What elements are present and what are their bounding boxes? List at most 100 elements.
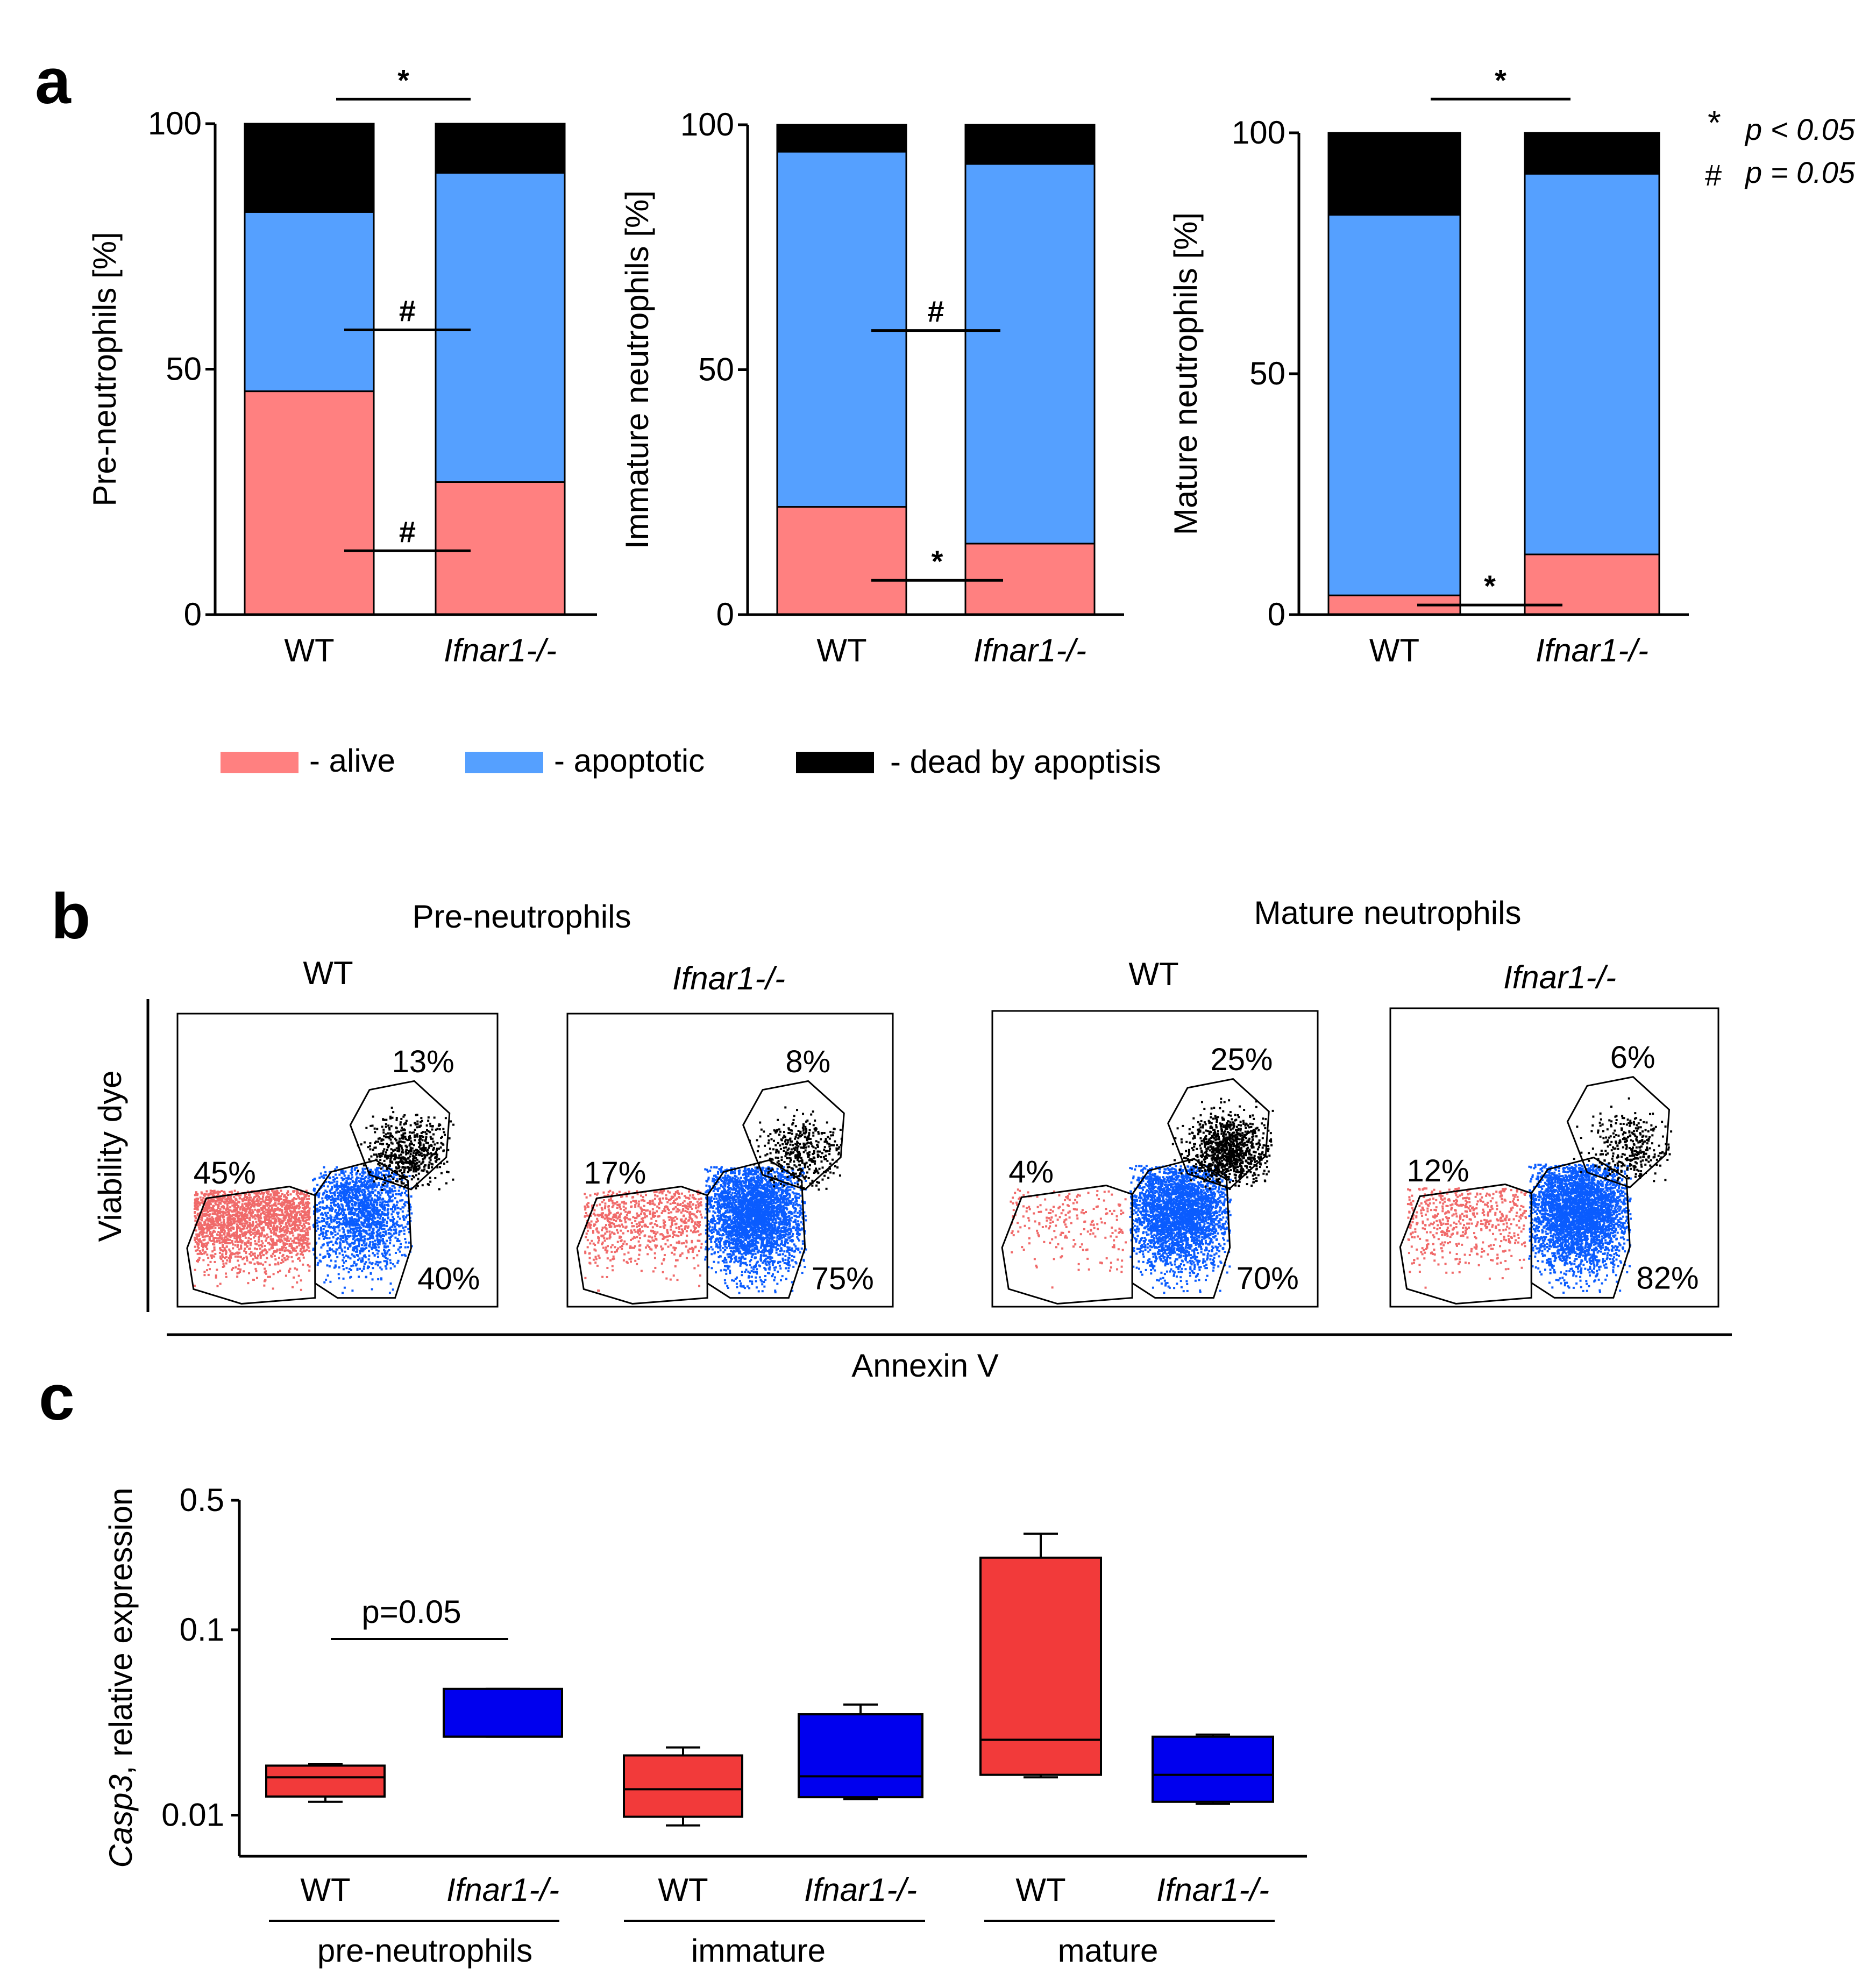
dot-apoptotic — [351, 1179, 354, 1182]
dot-alive — [255, 1224, 258, 1227]
dot-alive — [282, 1260, 285, 1263]
dot-apoptotic — [359, 1185, 361, 1188]
dot-alive — [240, 1244, 243, 1247]
dot-apoptotic — [322, 1256, 325, 1259]
dot-alive — [291, 1286, 294, 1288]
dot-alive — [230, 1256, 232, 1259]
dot-alive — [611, 1244, 614, 1246]
dot-apoptotic — [344, 1217, 346, 1220]
dot-alive — [281, 1228, 283, 1230]
dot-dead — [428, 1144, 431, 1147]
dot-alive — [238, 1218, 241, 1221]
dot-alive — [295, 1214, 298, 1216]
dot-alive — [286, 1231, 288, 1234]
dot-alive — [604, 1232, 607, 1235]
dot-apoptotic — [396, 1201, 399, 1204]
dot-apoptotic — [371, 1241, 374, 1243]
dot-apoptotic — [372, 1192, 374, 1194]
dot-alive — [207, 1211, 210, 1214]
dot-alive — [278, 1238, 281, 1241]
dot-alive — [250, 1234, 252, 1236]
dot-alive — [210, 1220, 212, 1223]
dot-apoptotic — [364, 1238, 366, 1241]
dot-alive — [286, 1204, 289, 1207]
dot-apoptotic — [402, 1217, 405, 1220]
dot-alive — [267, 1242, 269, 1244]
dot-apoptotic — [331, 1186, 333, 1188]
dot-alive — [252, 1221, 254, 1223]
dot-alive — [268, 1197, 271, 1200]
dot-alive — [209, 1218, 211, 1221]
dot-alive — [264, 1249, 266, 1251]
dot-dead — [435, 1156, 438, 1158]
dot-alive — [200, 1212, 203, 1215]
dot-alive — [254, 1234, 257, 1237]
dot-alive — [267, 1202, 269, 1205]
dot-alive — [694, 1207, 697, 1209]
dot-dead — [431, 1125, 434, 1128]
dot-apoptotic — [317, 1216, 320, 1219]
dot-alive — [235, 1204, 238, 1207]
dot-dead — [428, 1146, 430, 1149]
dot-alive — [196, 1206, 199, 1209]
dot-alive — [226, 1217, 229, 1220]
dot-alive — [259, 1198, 262, 1200]
dot-alive — [251, 1229, 254, 1232]
dot-alive — [196, 1245, 199, 1248]
dot-dead — [395, 1117, 398, 1120]
dot-dead — [413, 1144, 415, 1146]
dot-apoptotic — [347, 1185, 350, 1188]
dot-apoptotic — [318, 1194, 321, 1197]
dot-dead — [388, 1128, 391, 1131]
dot-alive — [266, 1205, 269, 1207]
dot-alive — [665, 1194, 667, 1196]
dot-alive — [211, 1190, 214, 1193]
dot-dead — [388, 1164, 391, 1166]
dot-alive — [301, 1224, 304, 1227]
dot-alive — [597, 1236, 600, 1238]
dot-apoptotic — [371, 1188, 374, 1191]
dot-alive — [216, 1269, 218, 1271]
dot-alive — [202, 1244, 205, 1246]
dot-alive — [239, 1212, 242, 1214]
dot-alive — [297, 1274, 300, 1277]
dot-alive — [634, 1220, 637, 1222]
dot-apoptotic — [326, 1198, 329, 1201]
dot-alive — [222, 1224, 225, 1227]
dot-alive — [255, 1277, 258, 1279]
dot-dead — [432, 1133, 435, 1136]
dot-alive — [198, 1224, 201, 1227]
dot-dead — [432, 1140, 435, 1143]
dot-alive — [205, 1269, 208, 1272]
dot-dead — [443, 1162, 445, 1165]
dot-apoptotic — [337, 1237, 339, 1239]
dot-alive — [298, 1210, 301, 1213]
dot-apoptotic — [378, 1192, 380, 1194]
dot-alive — [622, 1232, 624, 1235]
dot-apoptotic — [342, 1209, 345, 1212]
dot-apoptotic — [319, 1232, 322, 1235]
dot-apoptotic — [388, 1292, 391, 1294]
dot-apoptotic — [404, 1204, 407, 1207]
dot-dead — [372, 1115, 374, 1118]
dot-apoptotic — [391, 1225, 394, 1228]
dot-apoptotic — [371, 1221, 373, 1224]
dot-alive — [203, 1243, 206, 1245]
dot-dead — [416, 1126, 418, 1129]
dot-apoptotic — [353, 1208, 356, 1210]
dot-alive — [194, 1239, 196, 1242]
dot-alive — [296, 1268, 299, 1271]
dot-alive — [288, 1243, 291, 1245]
dot-alive — [656, 1205, 659, 1208]
dot-alive — [272, 1243, 275, 1246]
dot-alive — [227, 1224, 230, 1227]
bar-segment-alive-wt — [776, 506, 907, 616]
dot-alive — [233, 1219, 236, 1222]
dot-apoptotic — [371, 1262, 374, 1264]
dot-apoptotic — [319, 1172, 322, 1175]
dot-alive — [268, 1264, 271, 1266]
dot-alive — [246, 1204, 248, 1207]
dot-apoptotic — [404, 1216, 407, 1219]
dot-apoptotic — [386, 1239, 388, 1242]
bar-segment-dead-by-apoptisis-ko — [1524, 132, 1660, 175]
